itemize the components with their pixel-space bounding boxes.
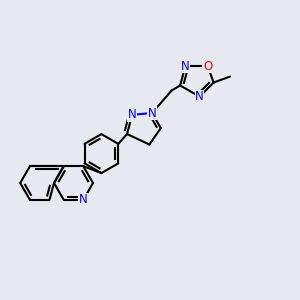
Text: O: O — [203, 60, 212, 73]
Text: N: N — [181, 60, 190, 73]
Text: N: N — [148, 106, 157, 119]
Text: N: N — [195, 90, 204, 103]
Text: N: N — [79, 194, 88, 206]
Text: N: N — [128, 108, 136, 121]
